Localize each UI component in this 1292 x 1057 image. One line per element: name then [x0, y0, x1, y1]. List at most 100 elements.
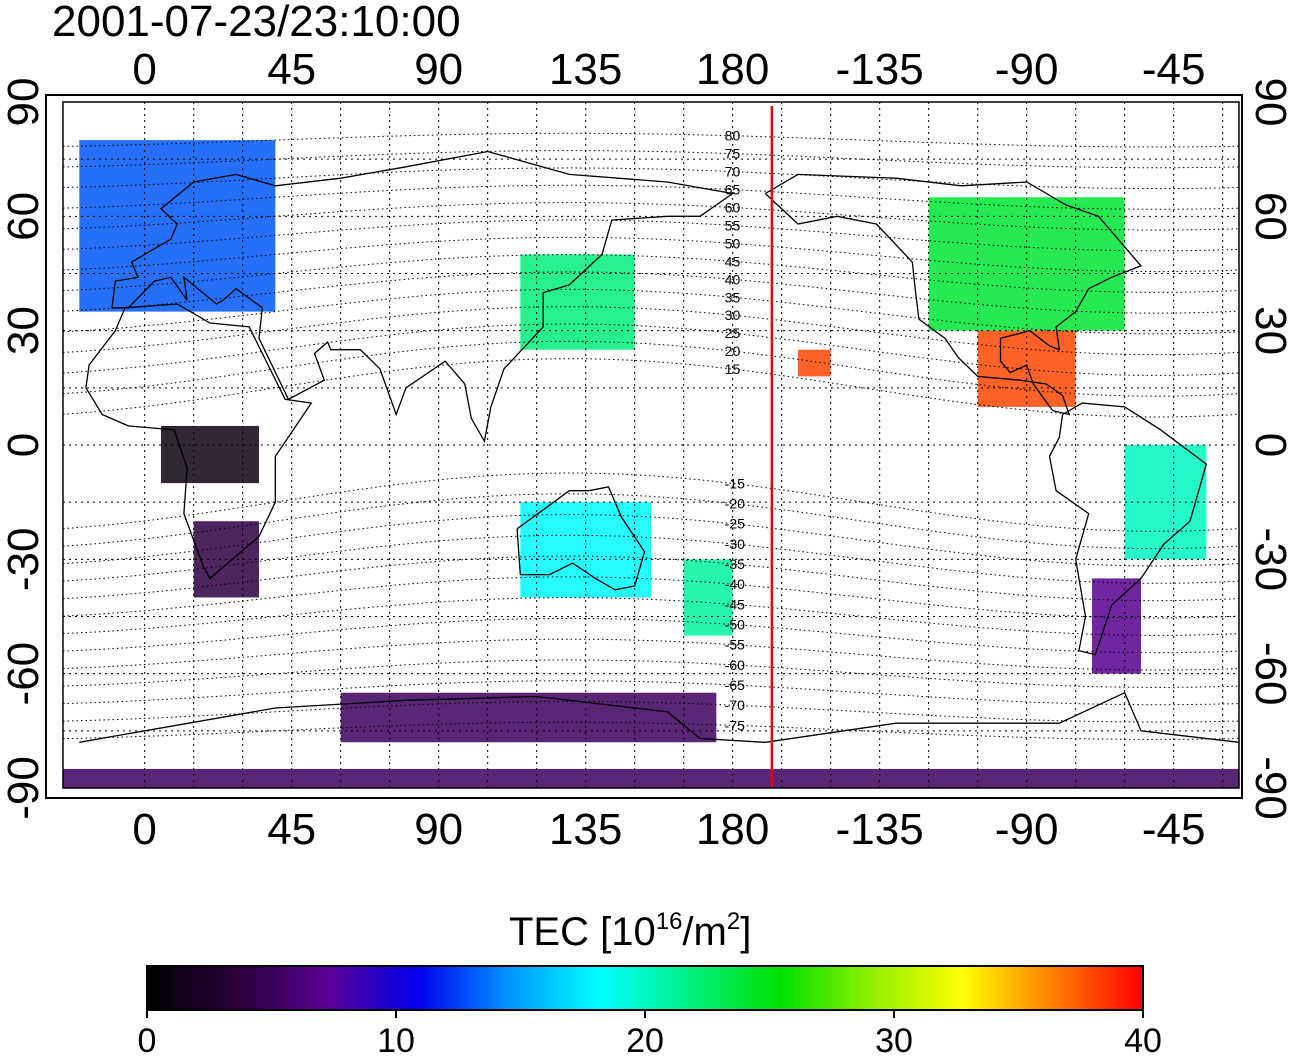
- tec-region-australia: [520, 502, 651, 598]
- colorbar-tick-label: 10: [377, 1022, 415, 1057]
- mlat-label: 20: [725, 343, 741, 359]
- mlat-contour: [62, 493, 1240, 550]
- mlat-label: -45: [725, 596, 745, 612]
- colorbar-ticks: 0 10 20 30 40: [138, 1010, 1162, 1057]
- magnetic-latitude-contours: [62, 132, 1240, 740]
- mlat-contour: [62, 358, 1240, 418]
- mlat-label: -50: [725, 617, 745, 633]
- tec-region-north-america: [928, 197, 1125, 331]
- map-content: [63, 140, 1239, 788]
- mlat-label: 75: [725, 146, 741, 162]
- tec-region-antarctica-south: [63, 768, 1239, 788]
- mlat-label: 55: [725, 217, 741, 233]
- top-lon-tick-label: 0: [132, 45, 156, 94]
- mlat-label: 80: [725, 128, 741, 144]
- coastline-0: [85, 303, 313, 580]
- colorbar-label-exp2: 2: [727, 908, 740, 935]
- mlat-label: 60: [725, 200, 741, 216]
- mlat-contour: [62, 555, 1240, 602]
- mlat-contour: [62, 202, 1240, 231]
- mlat-label: -15: [725, 475, 745, 491]
- colorbar-tick-label: 20: [626, 1022, 664, 1057]
- tec-region-hawaii: [798, 349, 831, 377]
- mlat-label: -25: [725, 516, 745, 532]
- mlat-label: 40: [725, 271, 741, 287]
- coastline-1: [111, 150, 735, 444]
- mlat-contour: [62, 472, 1240, 532]
- mlat-contour: [62, 306, 1240, 356]
- bottom-lon-tick-label: -135: [836, 805, 924, 854]
- left-lat-tick-label: 60: [0, 192, 48, 241]
- mlat-label: 35: [725, 289, 741, 305]
- map-frame-inner: [62, 101, 1240, 789]
- mlat-label: -70: [725, 697, 745, 713]
- mlat-contour: [62, 617, 1240, 654]
- mlat-contour: [62, 638, 1240, 671]
- right-lat-tick-label: 0: [1246, 433, 1292, 457]
- colorbar-label-main: TEC [10: [509, 910, 656, 954]
- top-lon-tick-label: -45: [1142, 45, 1206, 94]
- top-lon-tick-label: 135: [549, 45, 622, 94]
- grid-lines: [63, 102, 1239, 788]
- left-lat-tick-label: 30: [0, 306, 48, 355]
- mlat-label: 25: [725, 325, 741, 341]
- mlat-label: -60: [725, 657, 745, 673]
- mlat-contour: [62, 514, 1240, 567]
- coastline-2: [764, 173, 1143, 416]
- tec-region-south-america-south: [1092, 578, 1141, 674]
- top-lon-tick-label: 45: [267, 45, 316, 94]
- mlat-contour: [62, 534, 1240, 584]
- right-lat-tick-label: 90: [1246, 78, 1292, 127]
- left-lat-tick-label: 90: [0, 78, 48, 127]
- mlat-contour: [62, 340, 1240, 397]
- mlat-contour: [62, 236, 1240, 273]
- top-lon-tick-label: 90: [414, 45, 463, 94]
- right-lat-tick-label: -30: [1246, 528, 1292, 592]
- right-lat-tick-label: -90: [1246, 756, 1292, 820]
- bottom-lon-tick-label: 135: [549, 805, 622, 854]
- tec-region-japan-east-asia: [520, 254, 635, 350]
- left-lat-tick-label: -30: [0, 528, 48, 592]
- coastlines: [79, 150, 1240, 743]
- mlat-contour: [62, 271, 1240, 314]
- mlat-label: -20: [725, 496, 745, 512]
- mlat-label: 70: [725, 164, 741, 180]
- coastline-3: [1048, 402, 1208, 656]
- figure-title: 2001-07-23/23:10:00: [52, 0, 461, 46]
- mlat-contour: [62, 219, 1240, 252]
- left-lat-tick-label: 0: [0, 433, 48, 457]
- right-lat-tick-label: 30: [1246, 306, 1292, 355]
- right-lat-tick-label: -60: [1246, 642, 1292, 706]
- mlat-label: -40: [725, 576, 745, 592]
- mlat-label: 45: [725, 253, 741, 269]
- mlat-contour: [62, 659, 1240, 688]
- right-lat-tick-label: 60: [1246, 192, 1292, 241]
- mlat-contour: [62, 184, 1240, 210]
- coastline-4: [516, 486, 646, 591]
- mlat-label: -35: [725, 556, 745, 572]
- colorbar-label: TEC [1016/m2]: [509, 908, 751, 954]
- mlat-contour: [62, 680, 1240, 706]
- mlat-label: 50: [725, 235, 741, 251]
- tec-region-new-zealand: [683, 559, 733, 636]
- colorbar-label-unit: /m: [682, 910, 726, 954]
- axis-ticks: 0 45 90 135 180 -135 -90 -450 45 90 135 180 -135 -90-…: [0, 45, 1292, 854]
- tec-region-equatorial-africa: [161, 425, 259, 484]
- top-lon-tick-label: -90: [995, 45, 1059, 94]
- bottom-lon-tick-label: 180: [696, 805, 769, 854]
- top-lon-tick-label: 180: [696, 45, 769, 94]
- bottom-lon-tick-label: 90: [414, 805, 463, 854]
- mlat-contour: [62, 576, 1240, 619]
- colorbar: [146, 965, 1144, 1011]
- colorbar-label-close: ]: [740, 910, 751, 954]
- mlat-label: 15: [725, 361, 741, 377]
- bottom-lon-tick-label: -90: [995, 805, 1059, 854]
- colorbar-tick-label: 40: [1124, 1022, 1162, 1057]
- coastline-5: [79, 691, 1240, 743]
- bottom-lon-tick-label: -45: [1142, 805, 1206, 854]
- bottom-lon-tick-label: 45: [267, 805, 316, 854]
- left-lat-tick-label: -60: [0, 642, 48, 706]
- mlat-contour: [62, 323, 1240, 376]
